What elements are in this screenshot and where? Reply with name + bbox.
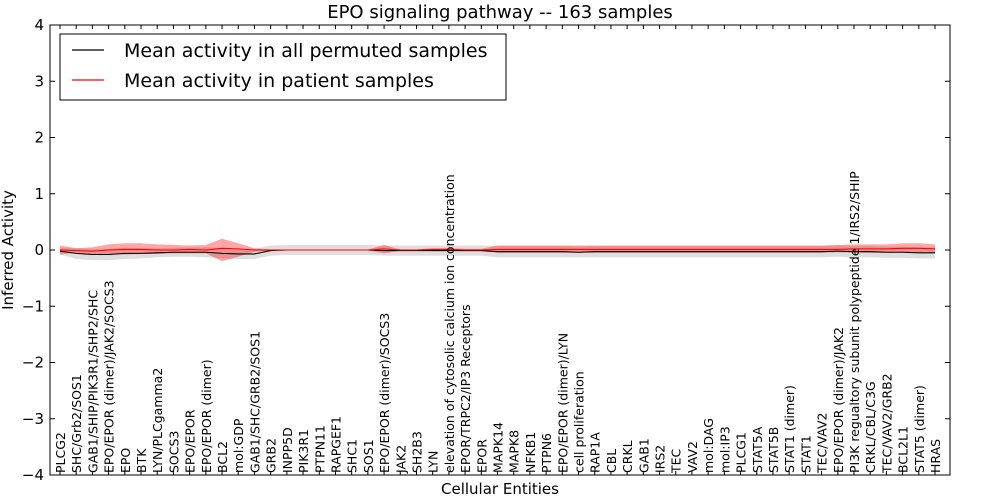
x-tick-label: mol:DAG bbox=[701, 418, 716, 473]
y-tick-label: 1 bbox=[34, 185, 44, 203]
chart-title: EPO signaling pathway -- 163 samples bbox=[327, 2, 673, 23]
x-tick-label: EPO/EPOR (dimer)/JAK2/SOCS3 bbox=[102, 280, 117, 473]
y-tick-label: 4 bbox=[34, 16, 44, 34]
x-tick-label: cell proliferation bbox=[572, 371, 587, 473]
x-tick-label: BTK bbox=[134, 448, 149, 473]
x-tick-label: SHC1 bbox=[345, 439, 360, 473]
x-tick-label: PTPN11 bbox=[312, 425, 327, 473]
x-tick-label: EPO/EPOR (dimer) bbox=[199, 359, 214, 473]
x-tick-label: JAK2 bbox=[393, 445, 408, 474]
x-tick-label: NFKB1 bbox=[523, 432, 538, 473]
x-tick-label: PI3K regualtory subunit polypeptide 1/IR… bbox=[847, 171, 862, 473]
y-tick-label: 0 bbox=[34, 241, 44, 259]
x-tick-label: INPP5D bbox=[280, 427, 295, 473]
x-tick-label: CBL bbox=[604, 449, 619, 473]
band-patient bbox=[60, 238, 935, 262]
x-tick-label: HRAS bbox=[928, 439, 943, 473]
x-tick-label: TEC/VAV2 bbox=[815, 413, 830, 474]
x-tick-label: SOCS3 bbox=[166, 431, 181, 473]
legend: Mean activity in all permuted samples Me… bbox=[59, 33, 507, 101]
x-tick-label: GAB1 bbox=[636, 438, 651, 473]
x-tick-label: EPO/EPOR bbox=[183, 409, 198, 473]
legend-label-patient: Mean activity in patient samples bbox=[124, 70, 434, 92]
x-tick-label: RAP1A bbox=[588, 432, 603, 473]
x-tick-label: TEC bbox=[669, 448, 684, 474]
x-tick-label: mol:IP3 bbox=[717, 426, 732, 473]
x-tick-label: SHC/Grb2/SOS1 bbox=[69, 374, 84, 473]
x-tick-label: mol:GDP bbox=[231, 418, 246, 473]
legend-label-permuted: Mean activity in all permuted samples bbox=[124, 40, 487, 62]
x-tick-label: MAPK8 bbox=[507, 430, 522, 473]
band-permuted bbox=[60, 244, 935, 261]
y-tick-label: −3 bbox=[22, 410, 44, 428]
plot-frame bbox=[49, 24, 951, 476]
x-tick-label: GAB1/SHIP/PIK3R1/SHP2/SHC bbox=[85, 290, 100, 473]
x-tick-label: CRKL bbox=[620, 440, 635, 473]
x-tick-label: STAT1 bbox=[798, 435, 813, 473]
x-tick-label: IRS2 bbox=[653, 445, 668, 473]
x-tick-label: GAB1/SHC/GRB2/SOS1 bbox=[247, 331, 262, 473]
y-tick-label: 3 bbox=[34, 72, 44, 90]
y-tick-label: 2 bbox=[34, 129, 44, 147]
x-tick-label: PLCG2 bbox=[53, 432, 68, 473]
x-tick-label: BCL2 bbox=[215, 441, 230, 473]
x-tick-label: RAPGEF1 bbox=[328, 416, 343, 473]
x-tick-label: LYN/PLCgamma2 bbox=[150, 368, 165, 473]
y-tick-label: −1 bbox=[22, 297, 44, 315]
x-tick-label: MAPK14 bbox=[491, 422, 506, 473]
line-permuted bbox=[59, 249, 935, 256]
x-tick-label: elevation of cytosolic calcium ion conce… bbox=[442, 174, 457, 473]
x-tick-label: EPO/EPOR (dimer)/LYN bbox=[555, 333, 570, 473]
x-tick-label: BCL2L1 bbox=[896, 426, 911, 473]
x-tick-label: STAT5 (dimer) bbox=[912, 385, 927, 473]
x-tick-label: CRKL/CBL/C3G bbox=[863, 381, 878, 473]
x-tick-label: LYN bbox=[426, 451, 441, 473]
legend-frame bbox=[59, 33, 507, 101]
x-tick-label: EPO/EPOR (dimer)/JAK2 bbox=[831, 327, 846, 473]
x-tick-label: TEC/VAV2/GRB2 bbox=[879, 373, 894, 474]
x-tick-label: SH2B3 bbox=[409, 431, 424, 473]
x-tick-label: PIK3R1 bbox=[296, 429, 311, 473]
x-axis-label: Cellular Entities bbox=[441, 480, 559, 498]
x-tick-label: EPO bbox=[118, 448, 133, 473]
x-tick-label: PTPN6 bbox=[539, 433, 554, 473]
x-tick-label: STAT5B bbox=[766, 427, 781, 473]
x-tick-label: EPO/EPOR (dimer)/SOCS3 bbox=[377, 313, 392, 473]
y-axis-label: Inferred Activity bbox=[0, 190, 17, 310]
x-tick-label: EPOR bbox=[474, 439, 489, 473]
x-tick-label: STAT1 (dimer) bbox=[782, 385, 797, 473]
y-tick-label: −2 bbox=[22, 354, 44, 372]
x-tick-label: SOS1 bbox=[361, 439, 376, 473]
x-tick-label: GRB2 bbox=[264, 438, 279, 473]
y-tick-label: −4 bbox=[22, 466, 44, 484]
x-tick-label: PLCG1 bbox=[734, 432, 749, 473]
line-patient bbox=[59, 247, 936, 252]
x-tick-label: STAT5A bbox=[750, 426, 765, 473]
x-tick-label: EPOR/TRPC2/IP3 Receptors bbox=[458, 304, 473, 473]
x-tick-label: VAV2 bbox=[685, 441, 700, 473]
